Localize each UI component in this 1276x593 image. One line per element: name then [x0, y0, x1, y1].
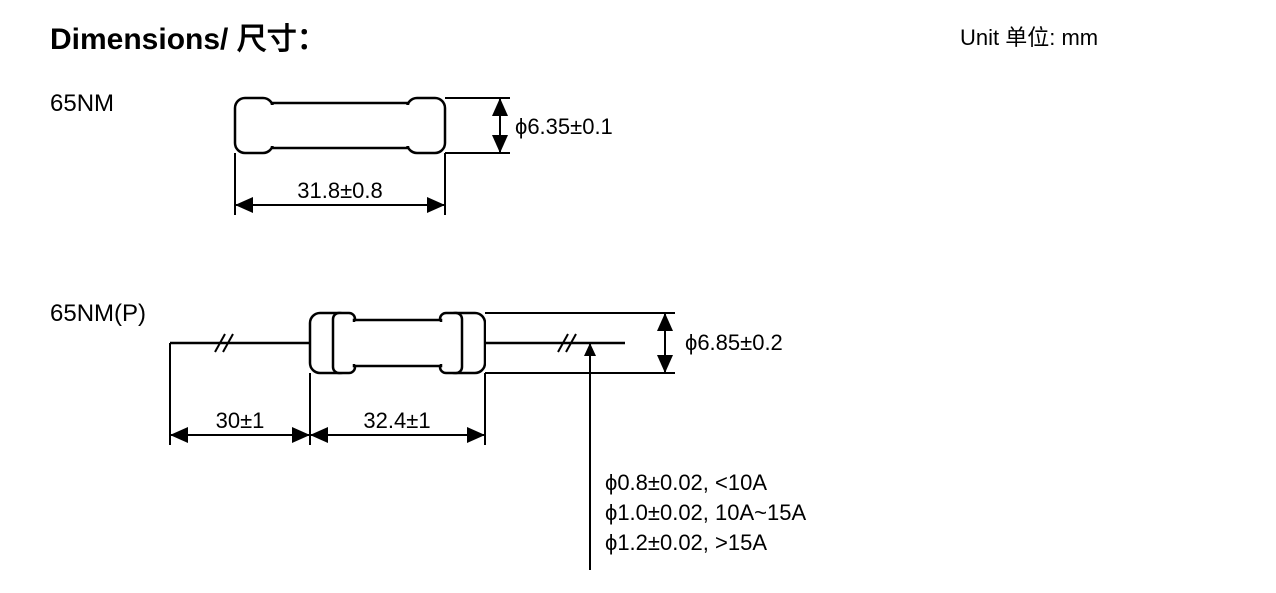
part-name-65nm: 65NM [50, 90, 114, 118]
lead-dia-line-1: ϕ1.0±0.02, 10A~15A [605, 500, 806, 525]
dim-length-65nm: 31.8±0.8 [297, 178, 382, 203]
dim-lead-length-65nmp: 30±1 [216, 408, 265, 433]
unit-label: Unit 单位: mm [960, 20, 1098, 52]
drawing-65nmp: 30±1 32.4±1 ϕ6.85±0.2 [150, 290, 910, 590]
page: Dimensions/ 尺寸： Unit 单位: mm 65NM 65NM(P) [0, 0, 1276, 593]
dim-diameter-65nm: ϕ6.35±0.1 [515, 114, 613, 139]
lead-dia-line-2: ϕ1.2±0.02, >15A [605, 530, 767, 555]
drawing-65nm: 31.8±0.8 ϕ6.35±0.1 [215, 80, 735, 250]
dim-diameter-65nmp: ϕ6.85±0.2 [685, 330, 783, 355]
dim-body-length-65nmp: 32.4±1 [363, 408, 430, 433]
section-title: Dimensions/ 尺寸： [50, 14, 327, 58]
lead-dia-line-0: ϕ0.8±0.02, <10A [605, 470, 767, 495]
part-name-65nmp: 65NM(P) [50, 300, 146, 328]
